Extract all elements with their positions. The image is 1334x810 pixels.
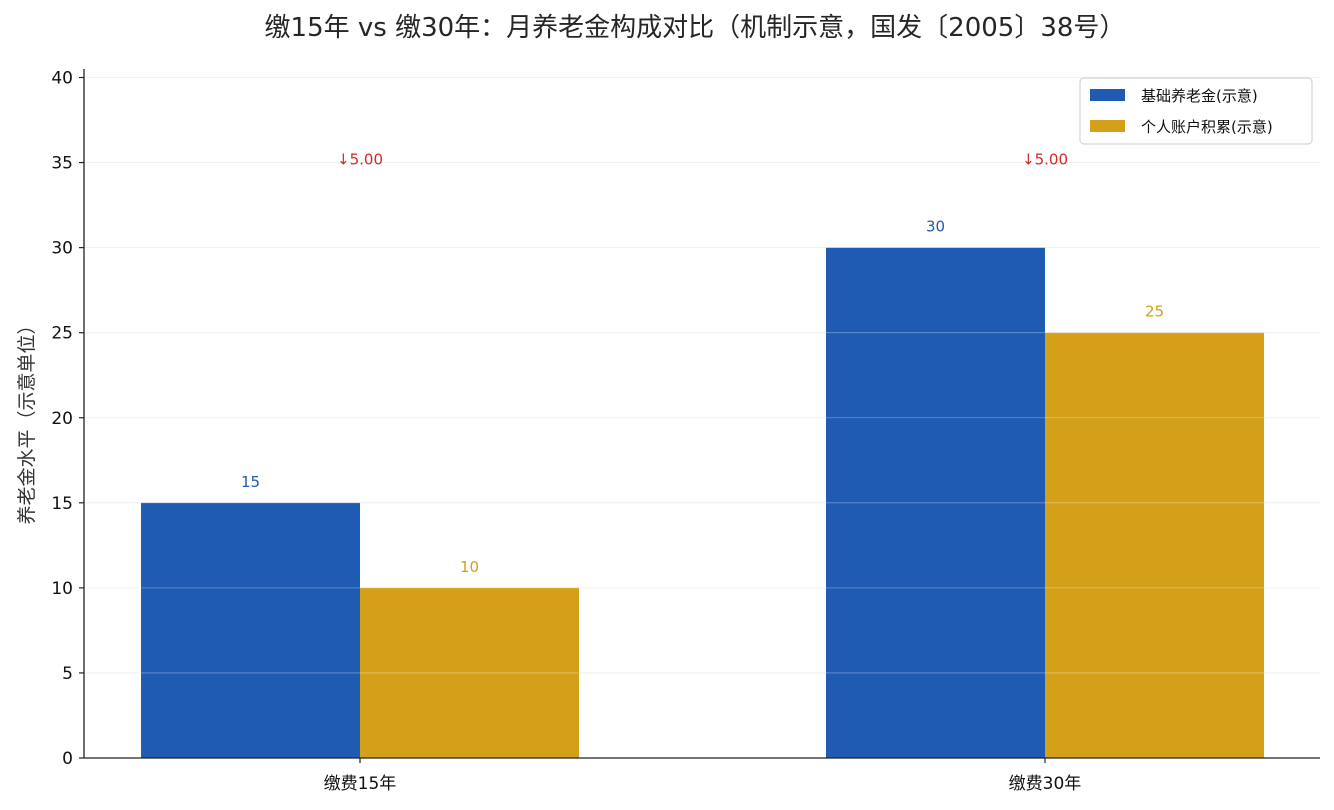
bar xyxy=(826,247,1045,758)
bar-value-label: 15 xyxy=(241,473,260,491)
bars xyxy=(84,77,1320,758)
y-tick-label: 30 xyxy=(51,239,73,259)
annotations: ↓5.00 ↓5.00 xyxy=(337,151,1068,169)
legend-swatch-1 xyxy=(1090,120,1125,132)
y-tick-label: 5 xyxy=(62,664,73,684)
bar-value-label: 25 xyxy=(1145,303,1164,321)
y-tick-label: 40 xyxy=(51,69,73,89)
difference-annotation: ↓5.00 xyxy=(1022,151,1068,169)
y-ticks: 0 5 10 15 20 25 30 35 40 xyxy=(51,69,84,769)
y-tick-label: 20 xyxy=(51,409,73,429)
legend: 基础养老金(示意) 个人账户积累(示意) xyxy=(1079,77,1313,145)
bar xyxy=(360,587,579,758)
value-labels: 15 10 30 25 xyxy=(241,218,1164,576)
chart-title: 缴15年 vs 缴30年：月养老金构成对比（机制示意，国发〔2005〕38号） xyxy=(265,13,1126,43)
legend-label-0: 基础养老金(示意) xyxy=(1141,87,1258,105)
bar-value-label: 30 xyxy=(926,218,945,236)
legend-frame xyxy=(1079,77,1313,145)
bar xyxy=(1045,332,1264,758)
y-tick-label: 15 xyxy=(51,494,73,514)
y-tick-label: 35 xyxy=(51,154,73,174)
x-tick-label: 缴费15年 xyxy=(324,774,397,794)
y-tick-label: 25 xyxy=(51,324,73,344)
difference-annotation: ↓5.00 xyxy=(337,151,383,169)
x-ticks: 缴费15年 缴费30年 xyxy=(324,758,1082,794)
y-tick-label: 0 xyxy=(62,749,73,769)
x-tick-label: 缴费30年 xyxy=(1009,774,1082,794)
legend-swatch-0 xyxy=(1090,89,1125,101)
bar-value-label: 10 xyxy=(460,558,479,576)
bar xyxy=(141,502,360,758)
y-axis-label: 养老金水平（示意单位） xyxy=(16,315,38,524)
legend-label-1: 个人账户积累(示意) xyxy=(1141,118,1273,136)
y-tick-label: 10 xyxy=(51,579,73,599)
